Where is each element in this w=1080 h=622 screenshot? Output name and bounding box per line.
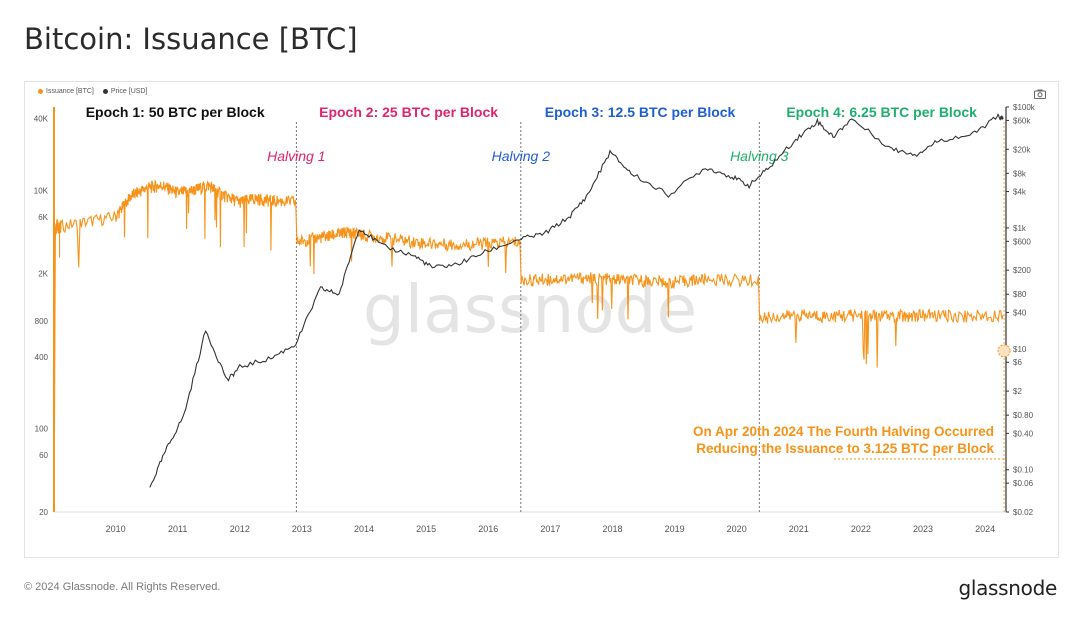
x-tick-label: 2014	[354, 524, 374, 534]
y-right-tick-label: $0.02	[1013, 508, 1034, 517]
y-right-tick-label: $40	[1013, 308, 1027, 317]
x-tick-label: 2020	[727, 524, 747, 534]
y-right-tick-label: $80	[1013, 290, 1027, 299]
y-right-tick-label: $6	[1013, 358, 1022, 367]
y-right-tick-label: $200	[1013, 266, 1031, 275]
x-tick-label: 2024	[975, 524, 995, 534]
epoch-label: Epoch 2: 25 BTC per Block	[319, 104, 498, 120]
x-tick-label: 2012	[230, 524, 250, 534]
x-tick-label: 2010	[106, 524, 126, 534]
footer-copyright: © 2024 Glassnode. All Rights Reserved.	[24, 581, 221, 593]
chart-frame: Issuance [BTC] Price [USD] glassnode 2010…	[24, 81, 1059, 558]
y-right-tick-label: $0.80	[1013, 411, 1034, 420]
y-left-tick-label: 2K	[38, 270, 48, 279]
annotation-text: Reducing the Issuance to 3.125 BTC per B…	[696, 441, 994, 456]
legend-item-issuance[interactable]: Issuance [BTC]	[38, 88, 94, 95]
y-right-tick-label: $4k	[1013, 188, 1027, 197]
x-tick-label: 2015	[416, 524, 436, 534]
y-right-tick-label: $1k	[1013, 224, 1027, 233]
y-left-tick-label: 10K	[34, 186, 49, 195]
y-left-tick-label: 6K	[38, 213, 48, 222]
halving-label: Halving 2	[492, 148, 551, 164]
x-tick-label: 2019	[665, 524, 685, 534]
x-tick-label: 2021	[789, 524, 809, 534]
epoch-label: Epoch 1: 50 BTC per Block	[86, 104, 265, 120]
y-right-tick-label: $0.40	[1013, 429, 1034, 438]
legend-item-price[interactable]: Price [USD]	[102, 88, 148, 95]
halving-label: Halving 1	[267, 148, 325, 164]
y-right-tick-label: $0.10	[1013, 466, 1034, 475]
y-right-tick-label: $60k	[1013, 116, 1031, 125]
y-right-tick-label: $600	[1013, 237, 1031, 246]
issuance-line	[53, 179, 1004, 513]
x-tick-label: 2022	[851, 524, 871, 534]
y-right-tick-label: $8k	[1013, 169, 1027, 178]
y-left-tick-label: 20	[39, 508, 48, 517]
legend-swatch-issuance	[38, 89, 43, 94]
halving-label: Halving 3	[730, 148, 789, 164]
y-right-tick-label: $20k	[1013, 145, 1031, 154]
y-left-tick-label: 40K	[34, 115, 49, 124]
y-right-tick-label: $2	[1013, 387, 1022, 396]
legend-label-price: Price [USD]	[110, 88, 148, 95]
x-tick-label: 2011	[168, 524, 187, 534]
y-right-tick-label: $0.06	[1013, 479, 1034, 488]
y-left-tick-label: 100	[35, 425, 49, 434]
epoch-label: Epoch 3: 12.5 BTC per Block	[545, 104, 736, 120]
y-left-tick-label: 400	[35, 353, 49, 362]
camera-icon[interactable]	[1034, 89, 1046, 99]
x-tick-label: 2017	[540, 524, 560, 534]
y-right-tick-label: $10	[1013, 345, 1027, 354]
y-left-tick-label: 800	[35, 317, 49, 326]
x-tick-label: 2018	[602, 524, 622, 534]
annotation-marker	[997, 344, 1011, 358]
footer-logo[interactable]: glassnode	[958, 576, 1057, 600]
page-title: Bitcoin: Issuance [BTC]	[24, 22, 358, 56]
y-right-tick-label: $100k	[1013, 103, 1036, 112]
chart-legend: Issuance [BTC] Price [USD]	[38, 88, 147, 95]
x-tick-label: 2013	[292, 524, 312, 534]
epoch-label: Epoch 4: 6.25 BTC per Block	[786, 104, 977, 120]
annotation-text: On Apr 20th 2024 The Fourth Halving Occu…	[693, 424, 994, 439]
y-left-tick-label: 60	[39, 451, 48, 460]
watermark-text: glassnode	[363, 271, 697, 348]
price-line	[149, 113, 1004, 488]
legend-label-issuance: Issuance [BTC]	[46, 88, 94, 95]
x-tick-label: 2023	[913, 524, 933, 534]
x-tick-label: 2016	[478, 524, 498, 534]
legend-swatch-price	[102, 89, 108, 94]
